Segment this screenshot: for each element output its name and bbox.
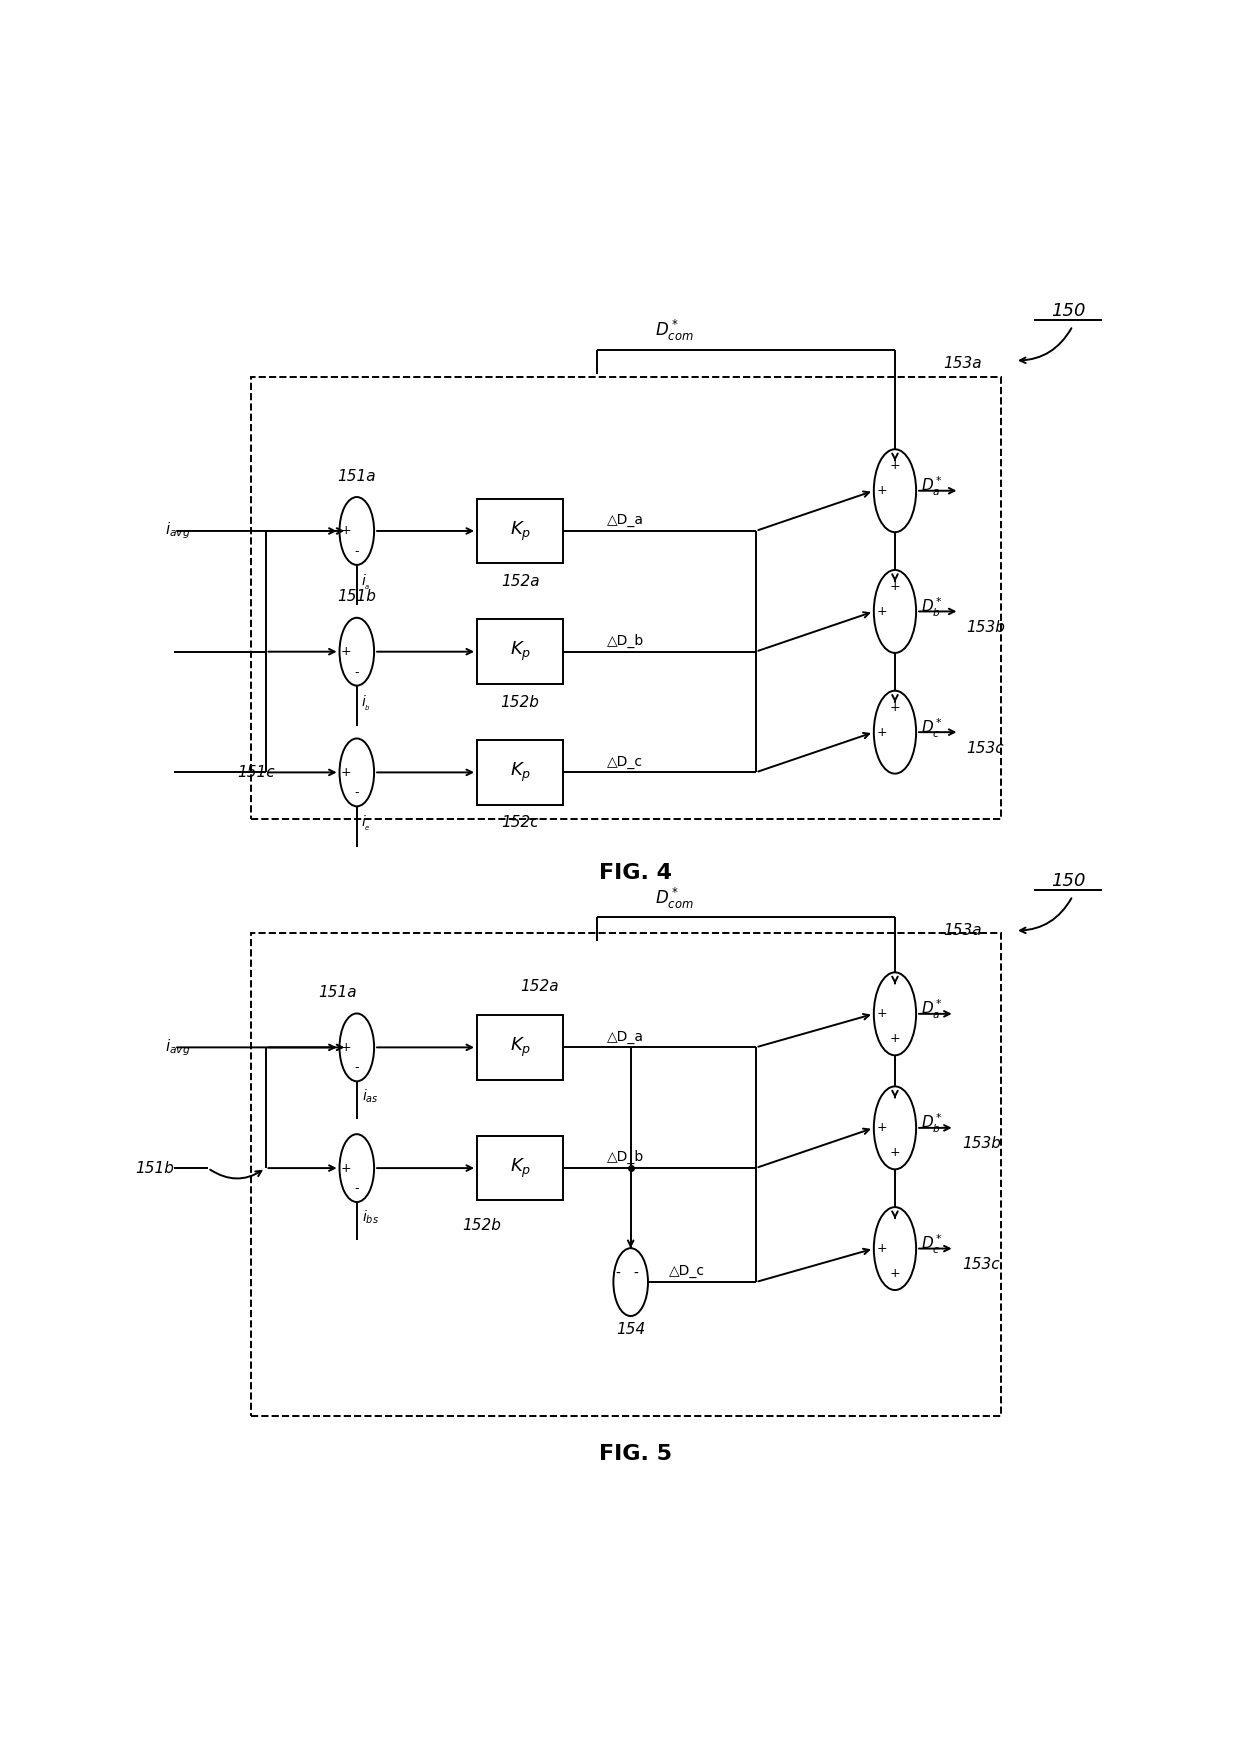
Bar <box>250 934 1001 1416</box>
Text: 151b: 151b <box>337 589 376 604</box>
Text: -: - <box>634 1266 637 1280</box>
Text: $D^*_c$: $D^*_c$ <box>921 1233 942 1256</box>
Text: -: - <box>355 665 360 679</box>
Text: 152c: 152c <box>501 815 539 831</box>
Text: +: + <box>341 645 352 658</box>
Bar <box>477 740 563 805</box>
Bar <box>477 620 563 685</box>
Text: 150: 150 <box>1050 873 1085 890</box>
Ellipse shape <box>874 1087 916 1169</box>
Text: △D_b: △D_b <box>606 1150 644 1164</box>
Text: $K_p$: $K_p$ <box>510 519 531 542</box>
Text: 150: 150 <box>1050 303 1085 321</box>
Text: -: - <box>355 1061 360 1075</box>
Text: 152b: 152b <box>501 695 539 709</box>
Bar <box>477 1016 563 1080</box>
Text: $i_{_a}$: $i_{_a}$ <box>361 573 371 592</box>
Text: +: + <box>877 1242 888 1254</box>
Text: FIG. 5: FIG. 5 <box>599 1444 672 1463</box>
Text: $i_{as}$: $i_{as}$ <box>362 1087 378 1104</box>
Text: +: + <box>877 604 888 618</box>
Text: -: - <box>355 786 360 800</box>
Text: $i_{_b}$: $i_{_b}$ <box>361 693 371 712</box>
Text: $i_{avg}$: $i_{avg}$ <box>165 1036 190 1057</box>
Text: $K_p$: $K_p$ <box>510 761 531 784</box>
Text: +: + <box>877 726 888 739</box>
Bar <box>250 376 1001 819</box>
Text: 152a: 152a <box>501 573 539 589</box>
Text: +: + <box>341 524 352 538</box>
Ellipse shape <box>874 692 916 773</box>
Text: +: + <box>889 1266 900 1280</box>
Text: 154: 154 <box>616 1322 645 1338</box>
Text: 152a: 152a <box>520 979 559 993</box>
Ellipse shape <box>874 570 916 653</box>
Text: △D_a: △D_a <box>606 1030 644 1043</box>
Text: 151a: 151a <box>319 986 357 1000</box>
Ellipse shape <box>340 739 374 807</box>
Text: $D^*_{com}$: $D^*_{com}$ <box>655 319 693 343</box>
Text: $D^*_c$: $D^*_c$ <box>921 716 942 740</box>
Ellipse shape <box>874 449 916 531</box>
Text: $K_p$: $K_p$ <box>510 639 531 664</box>
Text: $D^*_b$: $D^*_b$ <box>921 1111 942 1136</box>
Text: +: + <box>877 1122 888 1134</box>
Text: +: + <box>877 484 888 496</box>
Text: +: + <box>341 1042 352 1054</box>
Text: FIG. 4: FIG. 4 <box>599 862 672 883</box>
Ellipse shape <box>614 1249 649 1315</box>
Ellipse shape <box>340 1134 374 1202</box>
Text: △D_c: △D_c <box>670 1265 706 1279</box>
Text: +: + <box>877 1007 888 1021</box>
Text: +: + <box>889 460 900 472</box>
Text: $i_{avg}$: $i_{avg}$ <box>165 521 190 542</box>
Text: 151c: 151c <box>238 765 275 780</box>
Text: 153b: 153b <box>962 1136 1001 1151</box>
Text: 153a: 153a <box>942 355 982 371</box>
Text: $i_{_e}$: $i_{_e}$ <box>361 814 371 833</box>
Text: $K_p$: $K_p$ <box>510 1157 531 1179</box>
Bar <box>477 1136 563 1200</box>
Text: -: - <box>355 545 360 557</box>
Text: 153a: 153a <box>942 923 982 939</box>
Text: +: + <box>341 1162 352 1174</box>
Ellipse shape <box>874 1207 916 1291</box>
Text: 153c: 153c <box>966 740 1003 756</box>
Ellipse shape <box>340 618 374 686</box>
Text: $D^*_a$: $D^*_a$ <box>921 476 942 498</box>
Text: △D_b: △D_b <box>606 634 644 648</box>
Text: 152b: 152b <box>463 1218 501 1233</box>
Text: 153b: 153b <box>966 620 1004 636</box>
Text: +: + <box>889 580 900 592</box>
Ellipse shape <box>874 972 916 1056</box>
Text: 153c: 153c <box>962 1258 999 1272</box>
Text: △D_a: △D_a <box>606 514 644 528</box>
Text: -: - <box>616 1266 621 1280</box>
Text: +: + <box>889 700 900 714</box>
Text: $D^*_{com}$: $D^*_{com}$ <box>655 885 693 911</box>
Text: +: + <box>889 1033 900 1045</box>
Text: +: + <box>889 1146 900 1158</box>
Text: △D_c: △D_c <box>606 754 642 768</box>
Text: 151b: 151b <box>135 1160 174 1176</box>
Text: -: - <box>355 1183 360 1195</box>
Text: $D^*_b$: $D^*_b$ <box>921 596 942 618</box>
Ellipse shape <box>340 1014 374 1082</box>
Text: $i_{bs}$: $i_{bs}$ <box>362 1209 378 1226</box>
Text: $K_p$: $K_p$ <box>510 1036 531 1059</box>
Ellipse shape <box>340 496 374 564</box>
Text: $D^*_a$: $D^*_a$ <box>921 998 942 1021</box>
Bar <box>477 498 563 563</box>
Text: 151a: 151a <box>337 469 376 484</box>
Text: +: + <box>341 766 352 779</box>
